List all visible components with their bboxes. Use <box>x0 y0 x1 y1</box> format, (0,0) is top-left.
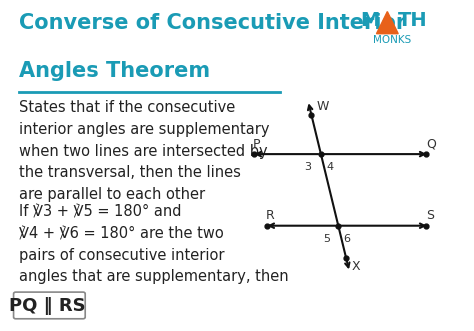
Text: 5: 5 <box>323 234 330 244</box>
Text: W: W <box>317 100 329 113</box>
Text: 4: 4 <box>326 162 333 172</box>
Text: P: P <box>253 138 260 151</box>
Text: 3: 3 <box>304 162 311 172</box>
FancyBboxPatch shape <box>14 292 85 319</box>
Text: R: R <box>265 210 274 222</box>
Text: Converse of Consecutive Interior: Converse of Consecutive Interior <box>19 13 407 32</box>
Text: MONKS: MONKS <box>374 35 412 45</box>
Polygon shape <box>376 12 398 34</box>
Text: Angles Theorem: Angles Theorem <box>19 61 210 81</box>
Text: 6: 6 <box>344 234 350 244</box>
Text: TH: TH <box>398 11 428 30</box>
Text: X: X <box>351 260 360 272</box>
Text: States that if the consecutive
interior angles are supplementary
when two lines : States that if the consecutive interior … <box>19 100 270 202</box>
Text: Q: Q <box>426 138 436 151</box>
Text: PQ ‖ RS: PQ ‖ RS <box>9 298 86 315</box>
Text: S: S <box>426 210 434 222</box>
Text: M: M <box>360 11 379 30</box>
Text: If ℣3 + ℣5 = 180° and
℣4 + ℣6 = 180° are the two
pairs of consecutive interior
a: If ℣3 + ℣5 = 180° and ℣4 + ℣6 = 180° are… <box>19 205 289 284</box>
